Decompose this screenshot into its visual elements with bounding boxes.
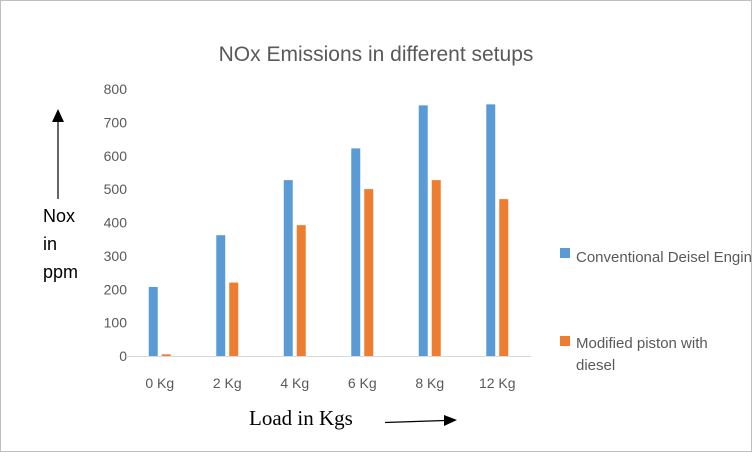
y-axis-ticks: 0 100 200 300 400 500 600 700 800 — [104, 81, 128, 364]
x-tick-label: 0 Kg — [145, 375, 174, 391]
right-arrow-head-icon — [444, 415, 457, 426]
y-tick-label: 600 — [104, 148, 128, 164]
y-tick-label: 800 — [104, 81, 128, 97]
legend-swatch-conventional — [560, 248, 570, 258]
bar-modified-0 — [161, 354, 171, 356]
x-axis-annotation: Load in Kgs — [249, 406, 457, 430]
y-tick-label: 300 — [104, 248, 128, 264]
y-tick-label: 0 — [119, 348, 127, 364]
y-label-line-2: in — [43, 234, 57, 254]
y-tick-label: 200 — [104, 281, 128, 297]
legend: Conventional Deisel Engine Modified pist… — [560, 248, 752, 374]
x-tick-label: 8 Kg — [415, 375, 444, 391]
y-tick-label: 400 — [104, 215, 128, 231]
chart-title: NOx Emissions in different setups — [219, 43, 534, 66]
bar-conventional-1 — [216, 235, 226, 356]
bar-modified-3 — [364, 189, 374, 356]
y-label-line-1: Nox — [43, 206, 75, 226]
legend-label-conventional: Conventional Deisel Engine — [576, 249, 751, 266]
bar-conventional-0 — [148, 286, 158, 356]
bar-modified-5 — [499, 199, 509, 356]
bar-conventional-2 — [283, 180, 293, 356]
y-tick-label: 700 — [104, 114, 128, 130]
bar-conventional-3 — [351, 148, 361, 356]
up-arrow-head-icon — [52, 109, 64, 122]
x-tick-label: 4 Kg — [280, 375, 309, 391]
bar-modified-2 — [296, 225, 306, 356]
legend-label-modified: Modified piston with diesel — [576, 335, 712, 374]
x-axis-ticks: 0 Kg 2 Kg 4 Kg 6 Kg 8 Kg 12 Kg — [145, 375, 515, 391]
bar-conventional-4 — [418, 105, 428, 356]
x-axis-label: Load in Kgs — [249, 406, 353, 430]
bar-conventional-5 — [486, 104, 496, 356]
right-arrow-icon — [384, 419, 446, 424]
y-axis-annotation: Nox in ppm — [43, 109, 78, 282]
x-tick-label: 6 Kg — [348, 375, 377, 391]
y-tick-label: 100 — [104, 315, 128, 331]
bar-modified-4 — [431, 180, 441, 356]
bars — [148, 104, 509, 356]
bar-modified-1 — [229, 282, 239, 356]
y-label-line-3: ppm — [43, 262, 78, 282]
x-tick-label: 12 Kg — [479, 375, 516, 391]
legend-swatch-modified — [560, 336, 570, 346]
y-tick-label: 500 — [104, 181, 128, 197]
x-tick-label: 2 Kg — [213, 375, 242, 391]
